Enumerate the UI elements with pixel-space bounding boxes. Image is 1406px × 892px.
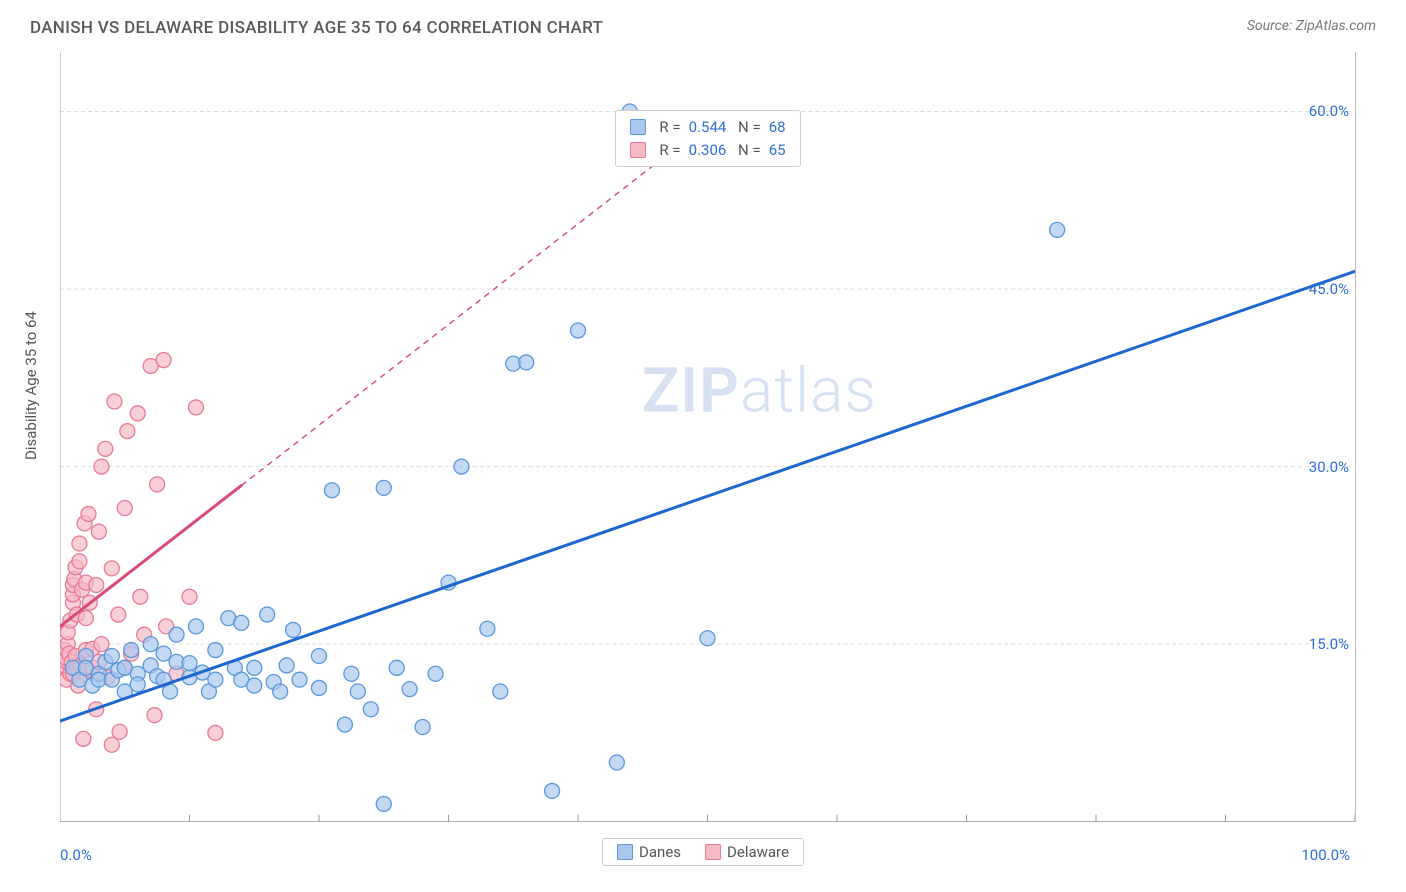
legend-item: Danes	[617, 843, 681, 861]
y-axis-label: Disability Age 35 to 64	[22, 311, 40, 460]
scatter-svg	[60, 52, 1355, 822]
legend-swatch	[629, 142, 645, 158]
legend-item: Delaware	[705, 843, 789, 861]
chart-plot-area: ZIPatlas R =0.544 N =68 R =0.306 N =65 1…	[60, 52, 1356, 822]
y-tick-label: 60.0%	[1309, 102, 1349, 120]
y-tick-label: 30.0%	[1309, 458, 1349, 476]
legend-row: R =0.306 N =65	[629, 139, 785, 162]
source-link[interactable]: ZipAtlas.com	[1296, 18, 1376, 34]
x-tick-label: 100.0%	[1301, 846, 1350, 864]
y-tick-label: 15.0%	[1309, 635, 1349, 653]
legend-swatch	[629, 119, 645, 135]
x-tick-label: 0.0%	[60, 846, 92, 864]
source-label: Source: ZipAtlas.com	[1247, 18, 1376, 34]
series-legend: Danes Delaware	[602, 838, 804, 866]
correlation-legend: R =0.544 N =68 R =0.306 N =65	[614, 110, 800, 167]
y-tick-label: 45.0%	[1309, 280, 1349, 298]
legend-swatch	[705, 844, 721, 860]
chart-title: DANISH VS DELAWARE DISABILITY AGE 35 TO …	[30, 18, 603, 38]
legend-swatch	[617, 844, 633, 860]
legend-row: R =0.544 N =68	[629, 116, 785, 139]
